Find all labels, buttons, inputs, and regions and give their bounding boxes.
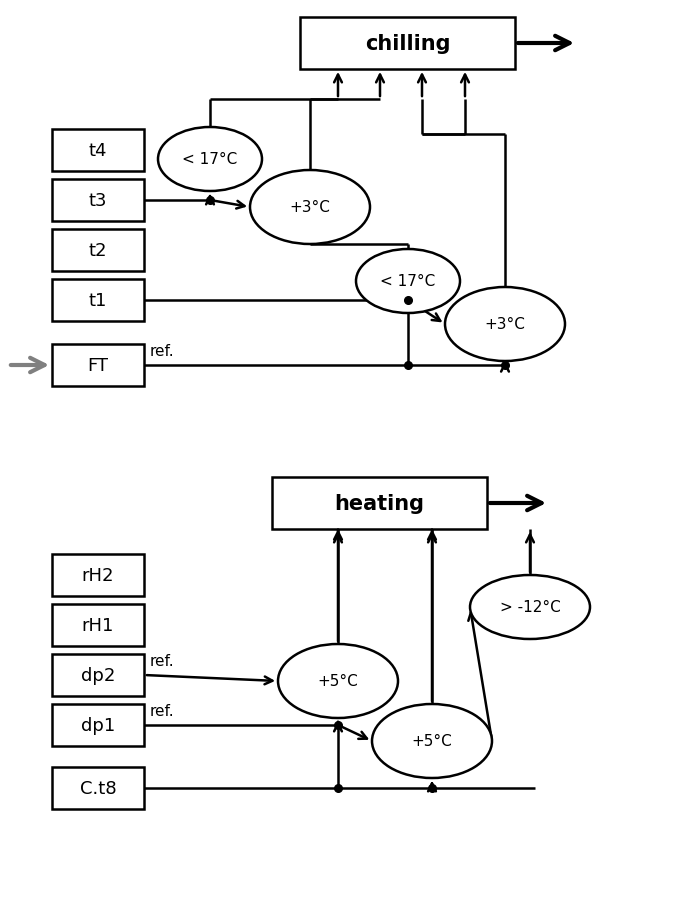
Text: dp1: dp1 xyxy=(81,716,115,734)
Ellipse shape xyxy=(278,644,398,718)
Text: < 17°C: < 17°C xyxy=(381,274,436,290)
Ellipse shape xyxy=(470,575,590,640)
Ellipse shape xyxy=(445,288,565,362)
Ellipse shape xyxy=(356,250,460,314)
Text: FT: FT xyxy=(88,356,109,374)
Text: t4: t4 xyxy=(89,142,107,160)
Bar xyxy=(52,555,144,596)
Text: C.t8: C.t8 xyxy=(79,779,116,797)
Text: chilling: chilling xyxy=(365,34,450,54)
Ellipse shape xyxy=(158,128,262,192)
Text: t3: t3 xyxy=(89,192,107,210)
Bar xyxy=(52,604,144,647)
Text: dp2: dp2 xyxy=(81,667,115,685)
Text: +3°C: +3°C xyxy=(484,318,525,332)
Text: ref.: ref. xyxy=(150,704,175,719)
Text: heating: heating xyxy=(335,493,425,513)
Bar xyxy=(272,477,487,529)
Text: rH1: rH1 xyxy=(82,616,114,634)
Text: ref.: ref. xyxy=(150,345,175,359)
Bar xyxy=(52,230,144,272)
Text: > -12°C: > -12°C xyxy=(500,600,560,615)
Text: +5°C: +5°C xyxy=(317,674,358,689)
Bar xyxy=(52,130,144,171)
Bar xyxy=(52,654,144,696)
Bar xyxy=(52,345,144,387)
Text: +3°C: +3°C xyxy=(290,200,331,216)
Text: rH2: rH2 xyxy=(81,566,114,584)
Bar xyxy=(52,767,144,809)
Text: +5°C: +5°C xyxy=(411,733,452,749)
Text: t1: t1 xyxy=(89,291,107,309)
Bar xyxy=(52,179,144,222)
Ellipse shape xyxy=(250,170,370,244)
Text: ref.: ref. xyxy=(150,654,175,668)
Bar xyxy=(52,704,144,746)
Ellipse shape xyxy=(372,704,492,778)
Text: t2: t2 xyxy=(89,242,107,260)
Bar xyxy=(300,18,515,70)
Text: < 17°C: < 17°C xyxy=(182,152,237,167)
Bar xyxy=(52,280,144,322)
